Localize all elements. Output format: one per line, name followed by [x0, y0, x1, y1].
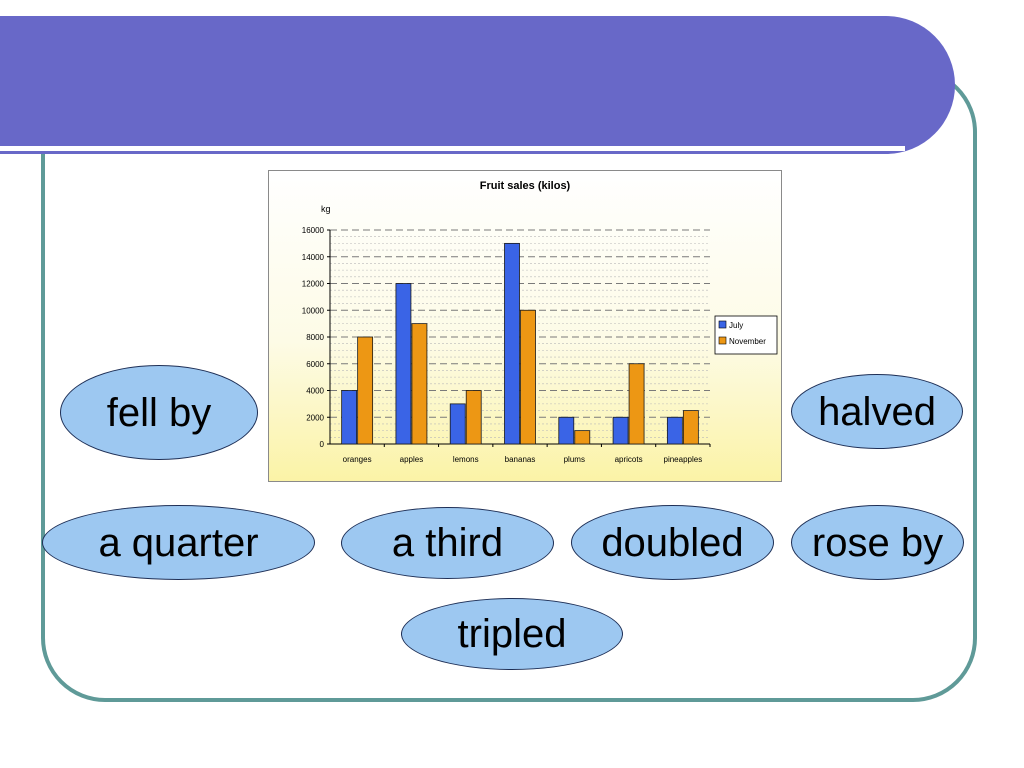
bars: [341, 242, 699, 445]
y-axis-ticks: 0 2000 4000 6000 8000 10000 12000 14000 16000: [302, 226, 330, 449]
banner-divider: [0, 146, 905, 151]
bar-oranges-november: [357, 336, 374, 445]
phrase-label: rose by: [811, 520, 944, 565]
x-tick-label: oranges: [343, 455, 372, 464]
phrase-rose-by[interactable]: rose by: [791, 505, 964, 580]
y-axis-label: kg: [321, 204, 331, 214]
phrase-label: a quarter: [98, 520, 259, 565]
bar-bananas-july: [504, 242, 520, 445]
phrase-label: a third: [391, 521, 504, 565]
bar-apples-july: [395, 283, 412, 445]
x-tick-label: lemons: [453, 455, 479, 464]
bar-bananas-november: [520, 309, 536, 445]
y-tick-label: 0: [320, 440, 325, 449]
y-tick-label: 4000: [306, 387, 324, 396]
phrase-label: doubled: [601, 520, 744, 565]
fruit-sales-chart: Fruit sales (kilos) kg 0 2000 4000 6000 8000…: [268, 170, 782, 482]
phrase-halved[interactable]: halved: [791, 374, 963, 449]
bar-lemons-november: [465, 390, 482, 445]
legend-label: July: [729, 321, 743, 330]
y-tick-label: 12000: [302, 280, 325, 289]
y-tick-label: 14000: [302, 253, 325, 262]
x-tick-label: plums: [564, 455, 585, 464]
x-tick-label: apricots: [615, 455, 643, 464]
bar-apricots-july: [612, 416, 629, 445]
y-tick-label: 6000: [306, 360, 324, 369]
y-tick-label: 2000: [306, 413, 324, 422]
title-banner: [0, 16, 955, 154]
legend: July November: [714, 315, 778, 355]
phrase-label: halved: [818, 389, 936, 434]
x-tick-label: bananas: [505, 455, 536, 464]
phrase-fell-by[interactable]: fell by: [60, 365, 258, 460]
y-tick-label: 10000: [302, 306, 325, 315]
bar-pineapples-november: [682, 410, 699, 445]
phrase-label: fell by: [106, 390, 212, 435]
bar-apricots-november: [628, 363, 645, 445]
bar-lemons-july: [449, 403, 466, 445]
phrase-tripled[interactable]: tripled: [401, 598, 623, 670]
legend-label: November: [729, 337, 766, 346]
bar-pineapples-july: [666, 416, 683, 445]
bar-plums-november: [574, 430, 591, 445]
legend-swatch: [718, 336, 727, 345]
bar-plums-july: [558, 416, 575, 445]
x-tick-label: pineapples: [664, 455, 703, 464]
legend-swatch: [718, 320, 727, 329]
phrase-label: tripled: [457, 612, 567, 656]
phrase-a-quarter[interactable]: a quarter: [42, 505, 315, 580]
bar-oranges-july: [341, 390, 358, 445]
bar-apples-november: [411, 323, 428, 445]
x-axis-labels: oranges apples lemons bananas plums apricots p…: [343, 444, 711, 464]
y-tick-label: 16000: [302, 226, 325, 235]
gridlines: [329, 229, 710, 445]
phrase-doubled[interactable]: doubled: [571, 505, 774, 580]
phrase-a-third[interactable]: a third: [341, 507, 554, 579]
chart-title: Fruit sales (kilos): [480, 180, 571, 192]
x-tick-label: apples: [400, 455, 424, 464]
y-tick-label: 8000: [306, 333, 324, 342]
